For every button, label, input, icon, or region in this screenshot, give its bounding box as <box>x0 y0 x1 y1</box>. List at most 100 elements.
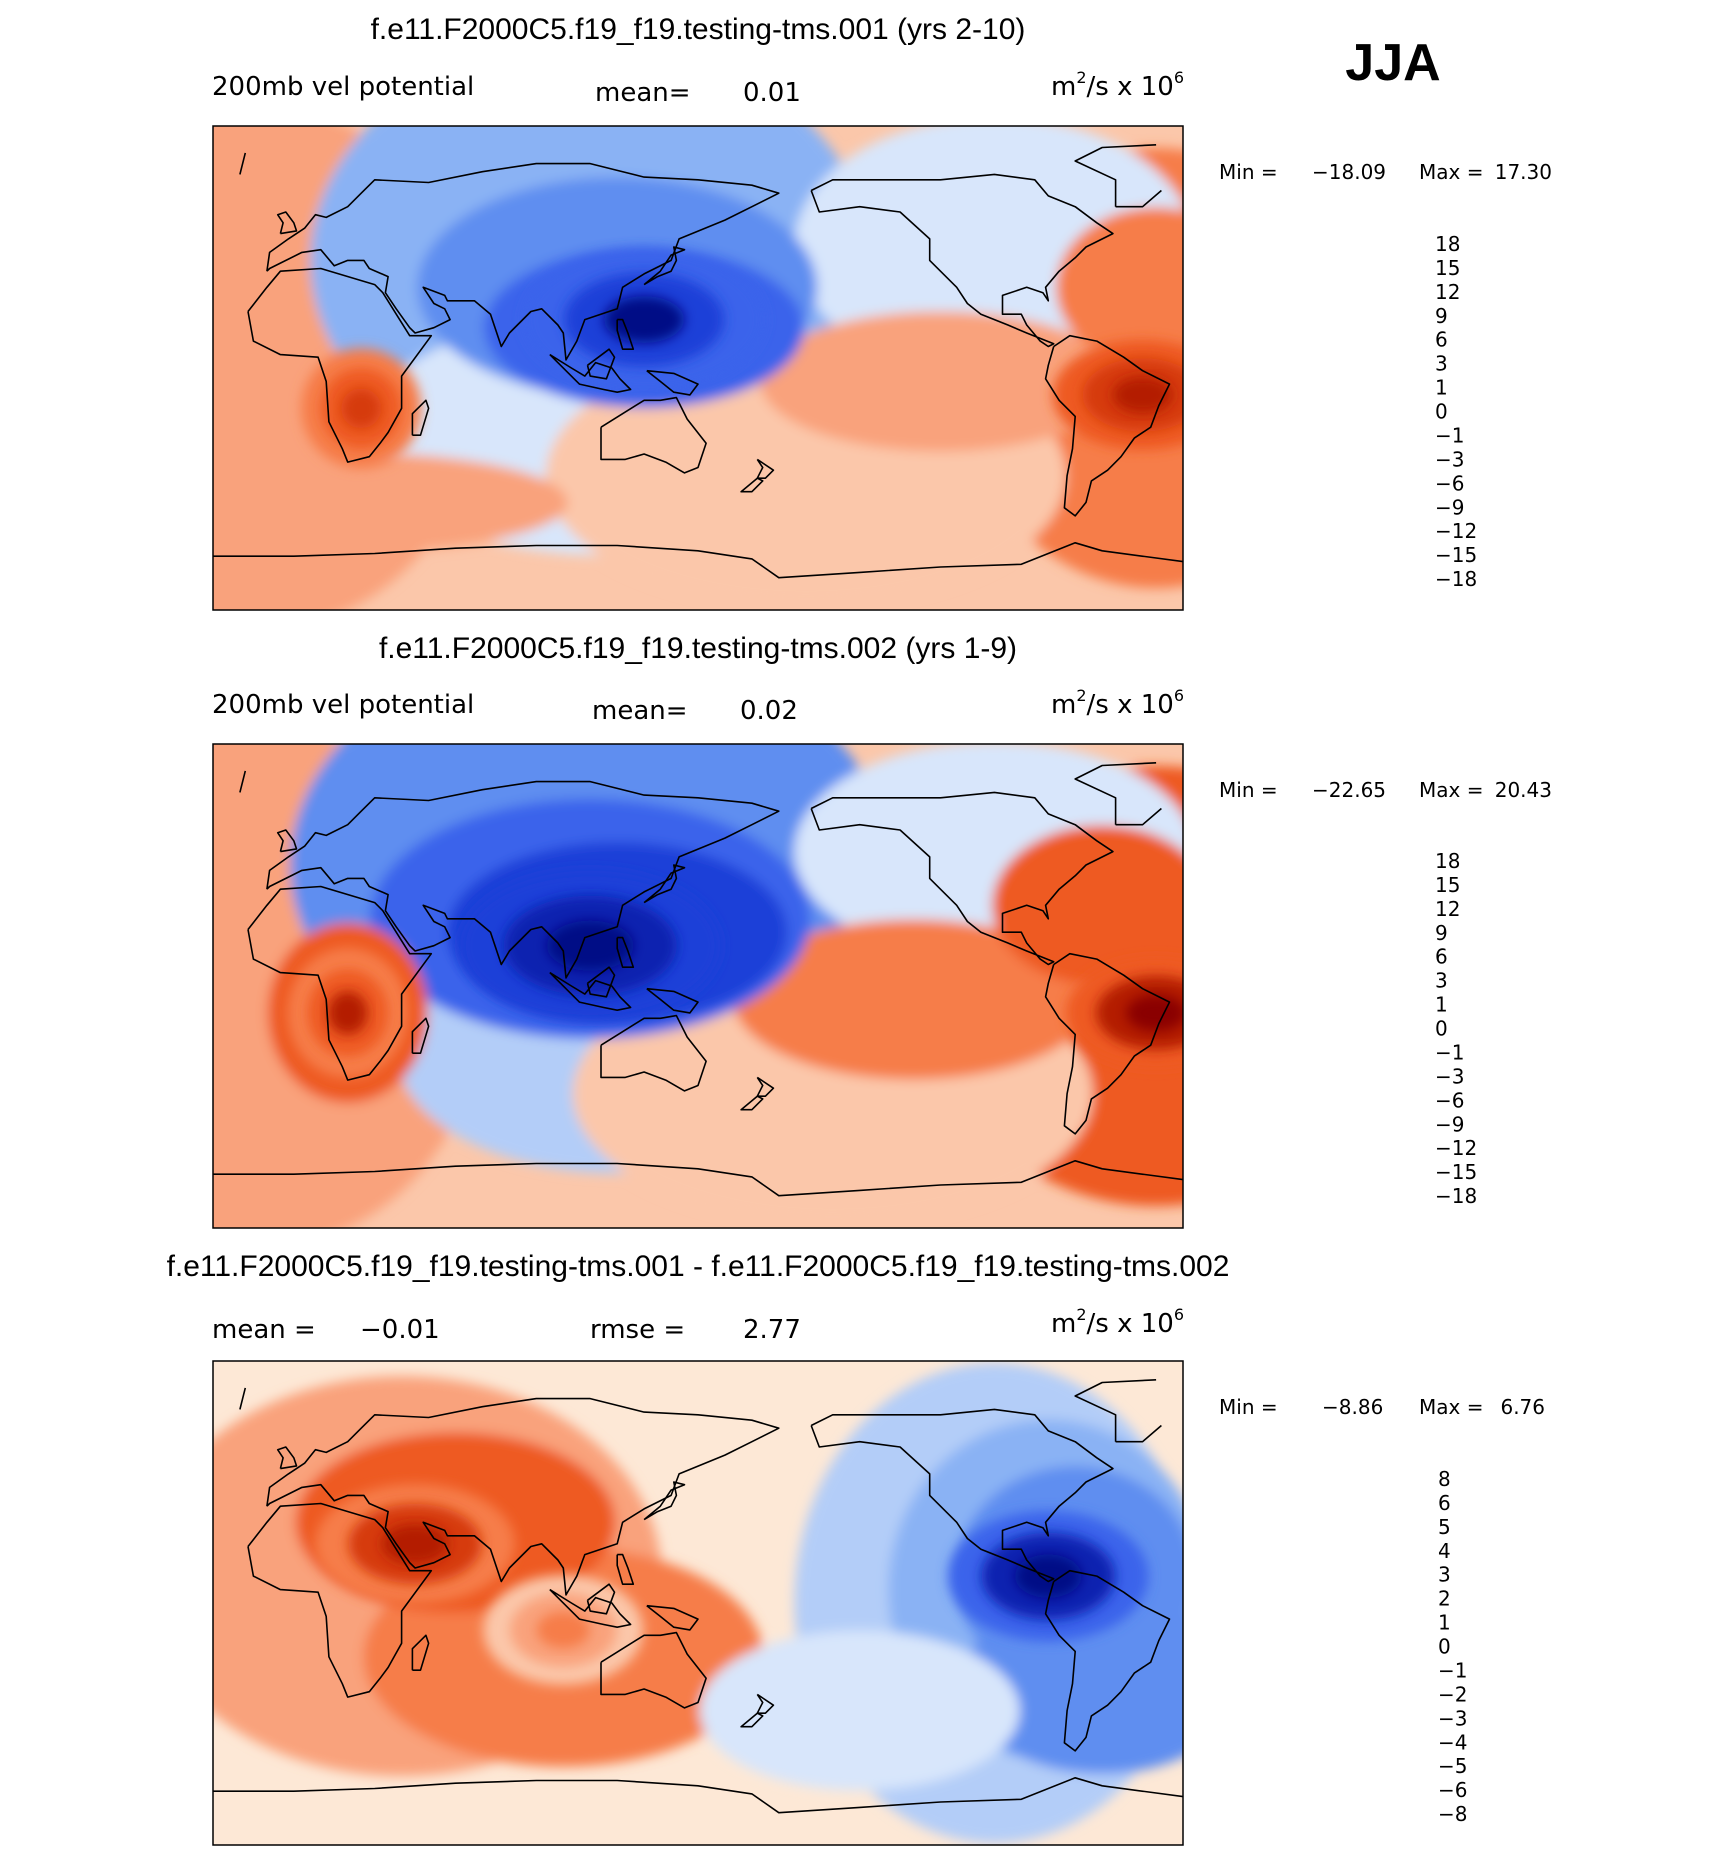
season-label: JJA <box>1345 34 1440 92</box>
colorbar-label: 18 <box>1435 849 1460 873</box>
coastline-greenland <box>239 144 1162 208</box>
panel-3-rmse-label: rmse = <box>590 1315 685 1345</box>
colorbar-label: 12 <box>1435 897 1460 921</box>
coastline-south-america <box>1044 1569 1171 1752</box>
panel-2-max-value: 20.43 <box>1495 778 1552 802</box>
coastline-indonesia <box>549 971 632 1011</box>
colorbar-label: 2 <box>1438 1587 1451 1611</box>
panel-1-min-label: Min = <box>1219 160 1278 184</box>
coastline-europe-asia <box>266 162 780 361</box>
panel-2-map <box>212 743 1184 1229</box>
coastline-new-zealand-s <box>740 477 764 493</box>
coastline-australia <box>600 1631 707 1709</box>
panel-2-variable: 200mb vel potential <box>212 690 474 720</box>
colorbar-label: −18 <box>1435 1184 1477 1208</box>
panel-2-mean-label: mean= <box>592 696 688 726</box>
colorbar-label: −12 <box>1435 1136 1477 1160</box>
panel-2: f.e11.F2000C5.f19_f19.testing-tms.002 (y… <box>212 632 1552 1229</box>
panel-3-min-label: Min = <box>1219 1395 1278 1419</box>
extreme-2-level-3 <box>381 1523 449 1564</box>
colorbar-label: 5 <box>1438 1515 1451 1539</box>
extreme-1-level-3 <box>546 920 634 971</box>
panel-3-mean-label: mean = <box>212 1315 316 1345</box>
panel-1-mean-label: mean= <box>595 78 691 108</box>
panel-1-units-exp2: 6 <box>1174 68 1184 87</box>
field-region <box>1056 207 1183 368</box>
panel-3-units-base: m <box>1051 1309 1076 1339</box>
panel-3-max-value: 6.76 <box>1500 1395 1545 1419</box>
coastline-europe-asia <box>266 780 780 979</box>
field-blobs <box>213 126 1183 610</box>
colorbar-label: 6 <box>1438 1491 1451 1515</box>
panel-2-units-exp1: 2 <box>1076 686 1086 705</box>
coastline-new-zealand-s <box>740 1712 764 1728</box>
panel-1-max-value: 17.30 <box>1495 160 1552 184</box>
field-region <box>213 452 568 553</box>
colorbar-label: 6 <box>1435 945 1448 969</box>
panel-1-title: f.e11.F2000C5.f19_f19.testing-tms.001 (y… <box>371 13 1026 46</box>
coastline-south-america <box>1044 334 1171 517</box>
colorbar-label: 18 <box>1435 232 1460 256</box>
field-region <box>992 825 1183 986</box>
coastline-new-guinea <box>646 369 699 396</box>
coastline-africa <box>247 1502 433 1698</box>
coastline-uk <box>276 211 298 235</box>
colorbar-label: 0 <box>1438 1635 1451 1659</box>
panel-2-mean-value: 0.02 <box>740 696 798 726</box>
colorbar-label: −4 <box>1438 1730 1467 1754</box>
colorbar-label: 1 <box>1435 993 1448 1017</box>
colorbar-label: −8 <box>1438 1802 1467 1826</box>
coastline-philippines <box>616 936 635 968</box>
map-frame <box>212 125 1184 611</box>
coastline-japan <box>643 1481 686 1521</box>
coastline-japan <box>643 864 686 904</box>
coastline-indonesia <box>549 353 632 393</box>
coastline-new-zealand-s <box>740 1095 764 1111</box>
extreme-3-level-3 <box>341 388 382 429</box>
panel-3-min-value: −8.86 <box>1322 1395 1383 1419</box>
coastline-madagascar <box>411 1634 430 1671</box>
coastline-north-america <box>810 173 1114 348</box>
coastline-antarctica <box>213 1160 1183 1197</box>
coastline-borneo <box>586 966 616 998</box>
extreme-3-level-3 <box>536 1611 590 1649</box>
panel-2-min-value: −22.65 <box>1312 778 1386 802</box>
field-region <box>699 1630 1020 1791</box>
colorbar-label: −3 <box>1435 447 1464 471</box>
panel-3-units: m2/s x 106 <box>1051 1305 1184 1339</box>
coastline-uk <box>276 829 298 853</box>
colorbar-label: −3 <box>1435 1064 1464 1088</box>
colorbar-label: −15 <box>1435 1160 1477 1184</box>
coastline-japan <box>643 246 686 286</box>
coastline-new-zealand <box>756 1693 775 1714</box>
colorbar-label: −6 <box>1438 1778 1467 1802</box>
coastline-new-zealand <box>756 1076 775 1097</box>
colorbar-label: −2 <box>1438 1682 1467 1706</box>
colorbar-label: 4 <box>1438 1539 1451 1563</box>
coastline-philippines <box>616 318 635 350</box>
colorbar-label: 12 <box>1435 280 1460 304</box>
coastline-uk <box>276 1446 298 1470</box>
panel-1-variable: 200mb vel potential <box>212 72 474 102</box>
coastline-australia <box>600 396 707 474</box>
colorbar-label: 3 <box>1438 1563 1451 1587</box>
colorbar-label: −1 <box>1438 1658 1467 1682</box>
map-frame <box>212 1360 1184 1846</box>
panel-2-field <box>213 744 1183 1228</box>
colorbar-label: 3 <box>1435 969 1448 993</box>
panel-1-units: m2/s x 106 <box>1051 68 1184 102</box>
colorbar-label: 0 <box>1435 1017 1448 1041</box>
panel-1: f.e11.F2000C5.f19_f19.testing-tms.001 (y… <box>212 13 1552 611</box>
coastline-madagascar <box>411 1017 430 1054</box>
panel-3-units-exp2: 6 <box>1174 1305 1184 1324</box>
colorbar-label: 8 <box>1438 1467 1451 1491</box>
panel-2-units-mid: /s x 10 <box>1087 690 1174 720</box>
coastlines <box>213 1379 1183 1814</box>
panel-1-max-label: Max = <box>1419 160 1483 184</box>
colorbar-label: −12 <box>1435 519 1477 543</box>
panel-2-min-label: Min = <box>1219 778 1278 802</box>
panel-3: f.e11.F2000C5.f19_f19.testing-tms.001 - … <box>167 1250 1545 1846</box>
field-region <box>760 311 1121 452</box>
extreme-2-level-3 <box>1126 994 1183 1032</box>
